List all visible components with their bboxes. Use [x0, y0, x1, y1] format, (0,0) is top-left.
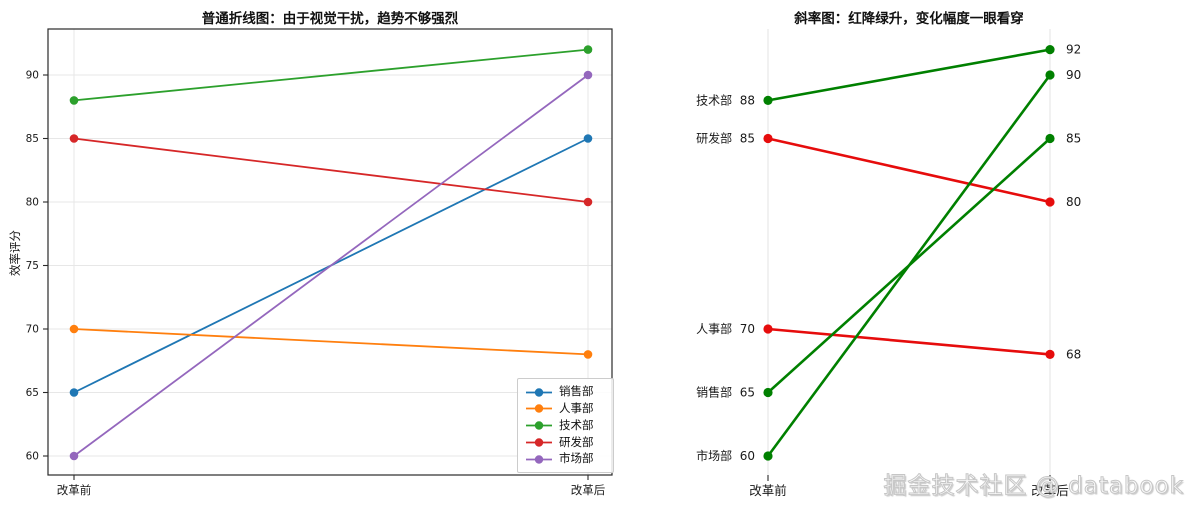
legend-item: 人事部 — [524, 401, 607, 415]
left-chart-y-axis-label: 效率评分 — [8, 230, 22, 276]
data-point — [1045, 133, 1055, 144]
slope-line — [767, 137, 1051, 204]
data-point — [1045, 349, 1055, 359]
x-tick-label: 改革前 — [57, 483, 92, 497]
slope-value-right: 90 — [1066, 68, 1081, 82]
slope-label-left: 市场部 60 — [696, 448, 755, 463]
data-point — [69, 388, 79, 397]
legend-item: 研发部 — [524, 434, 607, 449]
right-chart-title: 斜率图：红降绿升，变化幅度一眼看穿 — [794, 11, 1024, 27]
line-series-4 — [69, 70, 593, 461]
series-line — [73, 74, 589, 457]
y-tick-label: 90 — [26, 70, 39, 82]
x-tick-label: 改革后 — [571, 483, 606, 497]
legend-marker-icon — [526, 421, 552, 430]
data-point — [1045, 197, 1055, 207]
series-line — [73, 48, 589, 102]
legend-label: 技术部 — [559, 417, 594, 432]
slope-value-right: 80 — [1066, 195, 1081, 209]
y-tick-label: 60 — [26, 451, 39, 463]
slope-label-left: 销售部 65 — [696, 385, 755, 400]
y-tick-label: 85 — [26, 133, 39, 145]
slope-value-right: 68 — [1066, 347, 1081, 361]
legend-label: 人事部 — [559, 401, 594, 415]
legend-marker-icon — [526, 387, 552, 397]
legend-label: 市场部 — [559, 451, 594, 466]
data-point — [583, 134, 593, 143]
slope-series-3: 销售部 65 85 — [696, 132, 1081, 400]
data-point — [763, 387, 773, 398]
slope-line — [767, 327, 1051, 356]
data-point — [69, 134, 79, 143]
data-point — [583, 45, 593, 54]
slope-label-left: 人事部 70 — [696, 321, 755, 336]
left-chart-title: 普通折线图：由于视觉干扰，趋势不够强烈 — [201, 11, 459, 27]
slope-value-right: 92 — [1066, 43, 1081, 57]
slope-value-right: 85 — [1066, 132, 1081, 146]
watermark: 掘金技术社区 @ databook — [883, 473, 1184, 500]
legend-label: 研发部 — [559, 434, 594, 449]
data-point — [69, 451, 79, 461]
left-chart: 60 65 70 75 80 85 90 改革前 改革后 — [26, 28, 613, 497]
data-point — [1045, 45, 1055, 55]
series-line — [73, 328, 589, 356]
slope-line — [766, 74, 1052, 457]
legend-label: 销售部 — [559, 384, 594, 399]
y-tick-label: 65 — [26, 387, 39, 399]
data-point — [763, 324, 773, 334]
slope-series-4: 市场部 60 90 — [696, 68, 1081, 463]
y-tick-label: 80 — [26, 197, 39, 209]
series-line — [73, 137, 589, 203]
y-tick-label: 70 — [26, 324, 39, 336]
slope-series-1: 研发部 85 80 — [696, 131, 1081, 210]
data-point — [69, 96, 79, 105]
line-series-2 — [69, 45, 593, 105]
slope-series-0: 技术部 88 92 — [696, 43, 1081, 108]
slope-label-left: 技术部 88 — [696, 92, 755, 107]
plot-border — [47, 28, 613, 476]
legend-marker-icon — [526, 454, 552, 464]
data-point — [69, 324, 79, 334]
slope-series-2: 人事部 70 68 — [696, 321, 1081, 361]
x-tick-label: 改革后 — [1031, 483, 1069, 498]
line-series-3 — [69, 134, 593, 207]
legend-item: 销售部 — [524, 386, 607, 398]
data-point — [763, 133, 773, 144]
legend-marker-icon — [526, 404, 552, 413]
slope-label-left: 研发部 85 — [696, 131, 755, 146]
legend-marker-icon — [526, 438, 552, 447]
line-series-1 — [69, 324, 593, 359]
data-point — [583, 350, 593, 359]
legend-item: 技术部 — [524, 417, 607, 432]
data-point — [763, 95, 773, 105]
y-tick-label: 75 — [26, 260, 39, 272]
slope-line — [767, 48, 1051, 102]
data-point — [583, 197, 593, 207]
data-point — [583, 70, 593, 80]
legend: 销售部人事部技术部研发部市场部 — [517, 378, 614, 473]
data-point — [1045, 70, 1055, 80]
data-point — [763, 451, 773, 461]
legend-item: 市场部 — [524, 453, 607, 465]
x-tick-label: 改革前 — [749, 483, 787, 498]
